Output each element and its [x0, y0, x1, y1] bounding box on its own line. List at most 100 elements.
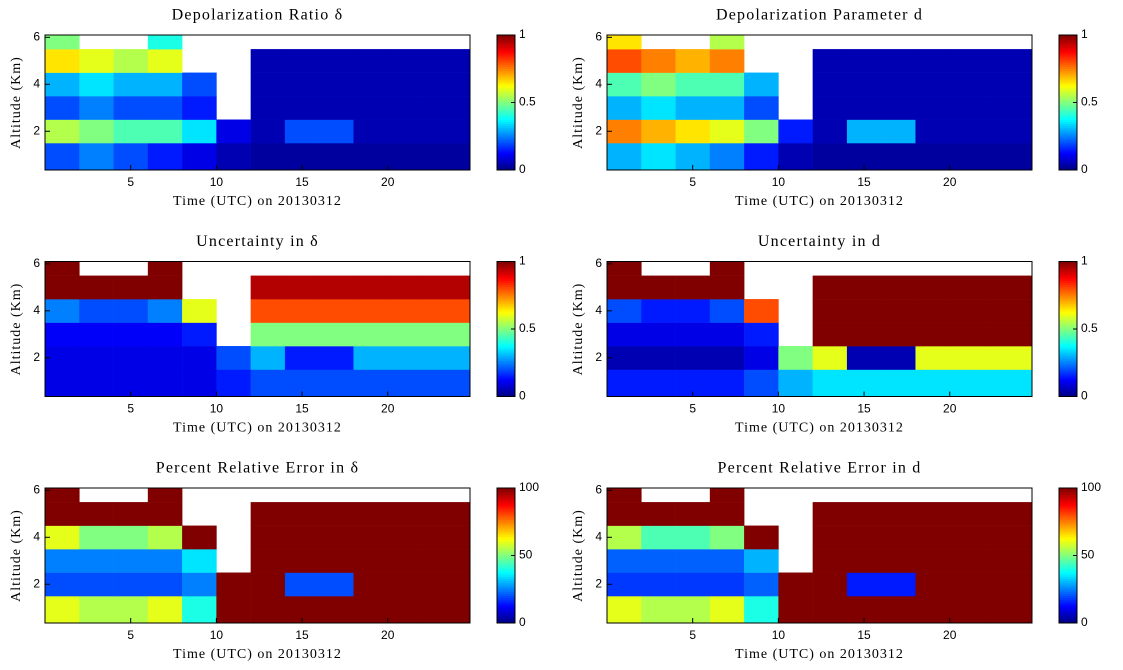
colorbar-segment	[497, 542, 515, 546]
y-tick-label: 6	[33, 256, 40, 270]
colorbar-segment	[497, 570, 515, 573]
colorbar-segment	[1059, 578, 1077, 582]
colorbar-segment	[497, 585, 515, 588]
y-tick-label: 6	[595, 256, 602, 270]
heatmap-cell	[744, 119, 779, 144]
colorbar-segment	[497, 282, 515, 286]
heatmap-cell	[147, 96, 183, 120]
colorbar-segment	[497, 134, 515, 137]
heatmap-cell	[182, 96, 217, 120]
heatmap-cell	[45, 143, 80, 171]
heatmap-cell	[709, 572, 745, 597]
colorbar-segment	[497, 385, 515, 389]
colorbar-segment	[1059, 318, 1077, 321]
heatmap-cell	[353, 502, 389, 526]
heatmap-cell	[422, 525, 471, 550]
colorbar-segment	[1059, 96, 1077, 99]
colorbar-segment	[1059, 375, 1077, 378]
heatmap-cell	[846, 322, 882, 347]
heatmap-cell	[607, 346, 642, 370]
colorbar-segment	[497, 326, 515, 330]
colorbar-segment	[1059, 157, 1077, 160]
colorbar-segment	[1059, 138, 1077, 141]
heatmap-cell	[744, 549, 779, 573]
heatmap-cell	[709, 261, 745, 276]
heatmap-cell	[387, 119, 423, 144]
colorbar-segment	[1059, 519, 1077, 523]
heatmap-cell	[353, 322, 389, 347]
colorbar-segment	[497, 286, 515, 290]
heatmap-cell	[250, 549, 286, 573]
colorbar-segment	[1059, 559, 1077, 563]
heatmap-cell	[147, 346, 183, 370]
heatmap-cell	[744, 143, 779, 171]
colorbar-segment	[497, 582, 515, 586]
heatmap-cell	[641, 549, 676, 573]
heatmap-cell	[319, 572, 354, 597]
colorbar-segment	[497, 58, 515, 61]
heatmap-cell	[984, 572, 1033, 597]
colorbar-segment	[1059, 278, 1077, 281]
colorbar-segment	[1059, 91, 1077, 95]
colorbar-segment	[497, 379, 515, 383]
heatmap-cell	[250, 72, 286, 97]
colorbar-segment	[497, 360, 515, 364]
colorbar-segment	[497, 53, 515, 57]
colorbar-segment	[497, 272, 515, 275]
heatmap-cell	[45, 525, 80, 550]
colorbar-segment	[1059, 272, 1077, 275]
heatmap-cell	[881, 72, 916, 97]
heatmap-cell	[915, 502, 951, 526]
colorbar-segment	[1059, 544, 1077, 548]
colorbar-segment	[497, 64, 515, 68]
heatmap-cell	[709, 35, 745, 50]
x-tick-label: 10	[772, 175, 786, 189]
colorbar-segment	[497, 110, 515, 114]
colorbar-segment	[1059, 142, 1077, 146]
colorbar-segment	[497, 322, 515, 326]
y-axis-label: Altitude (Km)	[571, 283, 586, 376]
heatmap-cell	[915, 275, 951, 300]
chart-title: Uncertainty in d	[758, 233, 881, 250]
colorbar-segment	[1059, 119, 1077, 122]
heatmap-cell	[387, 143, 423, 171]
colorbar-segment	[1059, 123, 1077, 127]
heatmap-cell	[641, 502, 676, 526]
colorbar-segment	[497, 604, 515, 607]
colorbar-segment	[497, 310, 515, 313]
heatmap-cell	[147, 488, 183, 503]
x-tick-label: 15	[295, 402, 309, 416]
colorbar-segment	[497, 113, 515, 116]
heatmap-cell	[422, 119, 471, 144]
colorbar-segment	[497, 159, 515, 162]
heatmap-cell	[949, 275, 985, 300]
heatmap-cell	[607, 369, 642, 397]
heatmap-cell	[641, 322, 676, 347]
colorbar-segment	[497, 366, 515, 370]
x-tick-label: 20	[381, 175, 395, 189]
heatmap-cell	[216, 143, 251, 171]
colorbar-segment	[1059, 604, 1077, 607]
heatmap-cell	[353, 143, 389, 171]
heatmap-cell	[250, 525, 286, 550]
colorbar-segment	[1059, 70, 1077, 74]
colorbar-segment	[497, 620, 515, 624]
colorbar-segment	[1059, 339, 1077, 343]
colorbar-segment	[497, 339, 515, 343]
colorbar-segment	[497, 530, 515, 533]
colorbar-segment	[497, 608, 515, 611]
colorbar-segment	[1059, 72, 1077, 76]
x-axis-label: Time (UTC) on 20130312	[735, 647, 904, 662]
colorbar-segment	[1059, 350, 1077, 353]
colorbar-segment	[1059, 576, 1077, 580]
colorbar-segment	[1059, 538, 1077, 542]
heatmap-cell	[79, 72, 114, 97]
colorbar-segment	[1059, 297, 1077, 300]
colorbar-segment	[497, 375, 515, 378]
colorbar-segment	[497, 125, 515, 129]
colorbar-segment	[1059, 39, 1077, 42]
heatmap-cell	[675, 346, 711, 370]
colorbar-tick-label: 0.5	[519, 321, 536, 335]
x-tick-label: 5	[689, 402, 696, 416]
heatmap-cell	[182, 299, 217, 323]
